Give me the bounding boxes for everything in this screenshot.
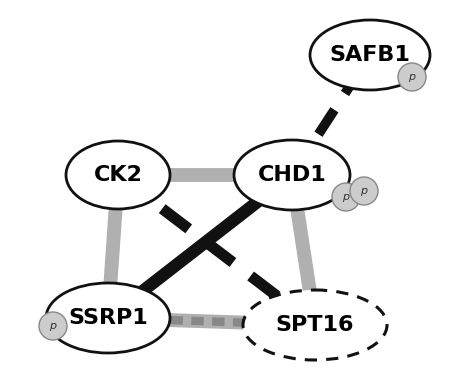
Text: p: p <box>360 186 367 196</box>
Ellipse shape <box>66 141 170 209</box>
Ellipse shape <box>234 140 350 210</box>
Text: SAFB1: SAFB1 <box>329 45 410 65</box>
Ellipse shape <box>350 177 378 205</box>
Text: p: p <box>49 321 56 331</box>
Text: p: p <box>409 72 416 82</box>
Ellipse shape <box>243 290 387 360</box>
Ellipse shape <box>39 312 67 340</box>
Text: CK2: CK2 <box>93 165 143 185</box>
Ellipse shape <box>398 63 426 91</box>
Text: SPT16: SPT16 <box>276 315 354 335</box>
Text: SSRP1: SSRP1 <box>68 308 148 328</box>
Text: CHD1: CHD1 <box>258 165 327 185</box>
Ellipse shape <box>332 183 360 211</box>
Ellipse shape <box>46 283 170 353</box>
Ellipse shape <box>310 20 430 90</box>
Text: p: p <box>342 192 349 202</box>
